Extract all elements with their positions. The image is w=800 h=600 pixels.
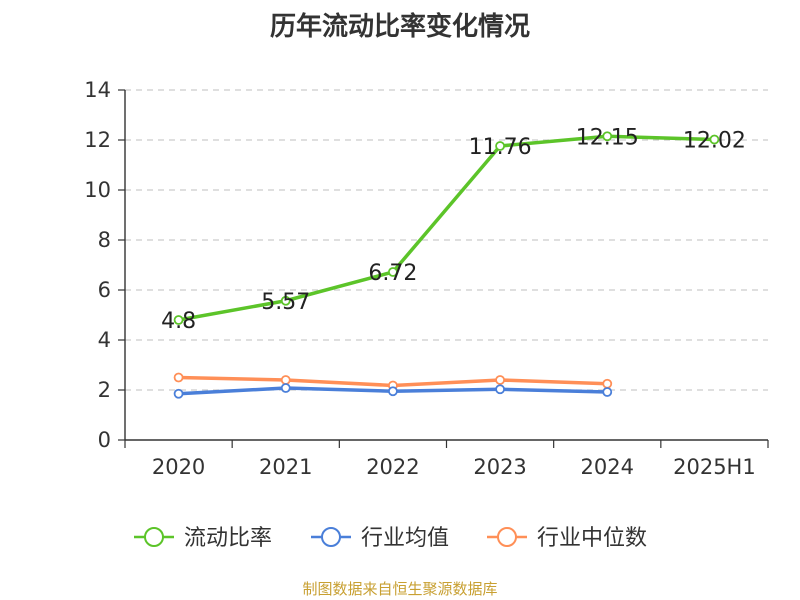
- data-point: [495, 375, 505, 385]
- y-tick-label: 12: [84, 128, 111, 152]
- y-tick-label: 4: [98, 328, 111, 352]
- data-label: 12.15: [576, 125, 639, 150]
- grid-layer: [125, 89, 768, 391]
- legend-marker: [144, 527, 164, 547]
- data-point: [388, 267, 398, 277]
- x-tick-label: 2021: [259, 455, 312, 479]
- legend-item: 流动比率: [134, 526, 272, 551]
- y-tick-label: 10: [84, 178, 111, 202]
- axis-layer: 0 2 4 6 8 10 12 14 2020 2021 2022 2023 2024 2025H1: [84, 78, 769, 479]
- y-tick-label: 0: [98, 428, 111, 452]
- series-line: [176, 134, 717, 322]
- legend-label: 行业均值: [361, 526, 449, 551]
- y-tick-label: 2: [98, 378, 111, 402]
- data-point: [280, 383, 291, 393]
- data-label: 11.76: [469, 135, 532, 160]
- legend-marker: [497, 527, 517, 547]
- data-point: [495, 384, 505, 395]
- x-tick-label: 2020: [152, 455, 205, 479]
- x-tick-label: 2023: [473, 455, 526, 479]
- data-point: [709, 134, 720, 145]
- y-tick-label: 14: [84, 78, 111, 102]
- data-point: [280, 375, 291, 385]
- x-tick-label: 2025H1: [673, 455, 756, 479]
- legend-item: 行业中位数: [487, 526, 647, 551]
- data-point: [602, 378, 613, 389]
- legend-label: 行业中位数: [537, 526, 647, 551]
- legend-marker: [321, 527, 341, 547]
- legend-label: 流动比率: [184, 526, 272, 551]
- data-label: 12.02: [683, 129, 746, 154]
- data-point: [173, 388, 184, 399]
- data-label: 6.72: [368, 261, 417, 286]
- footer-credit: 制图数据来自恒生聚源数据库: [302, 580, 498, 598]
- data-point: [388, 386, 398, 397]
- x-tick-label: 2022: [366, 455, 419, 479]
- x-tick-label: 2024: [581, 455, 634, 479]
- series-layer: [173, 131, 720, 399]
- data-point: [495, 141, 505, 151]
- data-point: [602, 131, 613, 142]
- chart-title: 历年流动比率变化情况: [269, 12, 530, 42]
- data-label-layer: 4.8 5.57 6.72 11.76 12.15 12.02: [161, 125, 746, 334]
- legend: 流动比率 行业均值 行业中位数: [134, 526, 647, 551]
- y-tick-label: 6: [98, 278, 111, 302]
- data-point: [280, 295, 291, 306]
- data-label: 5.57: [261, 290, 310, 315]
- data-point: [602, 387, 613, 397]
- data-label: 4.8: [161, 309, 196, 334]
- y-tick-label: 8: [98, 228, 111, 252]
- legend-item: 行业均值: [311, 526, 449, 551]
- data-point: [173, 372, 184, 383]
- data-point: [173, 315, 184, 325]
